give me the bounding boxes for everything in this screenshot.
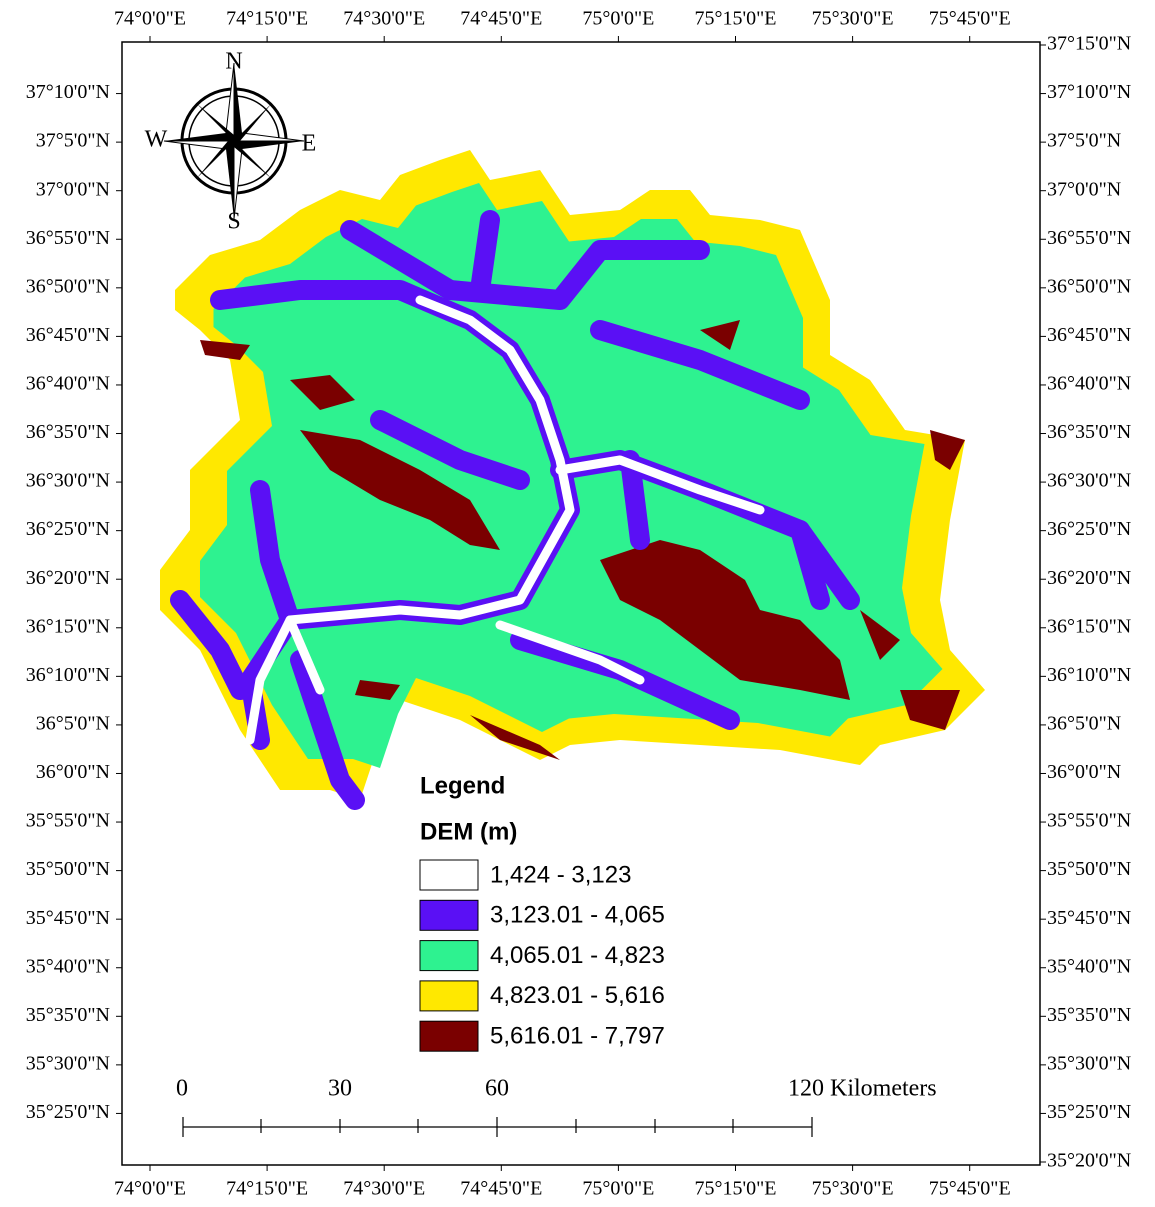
y-tick-label: 37°5'0"N <box>36 130 110 152</box>
y-tick-label: 35°40'0"N <box>26 955 110 977</box>
y-tick-label: 35°45'0"N <box>1047 907 1131 929</box>
legend-swatch <box>420 900 478 930</box>
y-tick-label: 35°50'0"N <box>26 858 110 880</box>
y-tick-label: 36°15'0"N <box>1047 615 1131 637</box>
y-tick-label: 36°30'0"N <box>1047 470 1131 492</box>
legend-swatch <box>420 941 478 971</box>
legend: Legend DEM (m) 1,424 - 3,123 3,123.01 - 4… <box>420 772 665 1051</box>
legend-swatch <box>420 860 478 890</box>
x-tick-label: 75°30'0"E <box>812 1178 894 1200</box>
x-tick-label: 74°15'0"E <box>226 8 308 30</box>
y-tick-label: 36°10'0"N <box>26 664 110 686</box>
y-tick-label: 35°55'0"N <box>1047 810 1131 832</box>
y-tick-label: 35°25'0"N <box>1047 1101 1131 1123</box>
north-arrow: N S E W <box>145 49 317 235</box>
y-tick-label: 36°15'0"N <box>26 615 110 637</box>
legend-label: 4,065.01 - 4,823 <box>490 942 665 969</box>
y-tick-label: 37°10'0"N <box>26 81 110 103</box>
y-tick-label: 37°10'0"N <box>1047 81 1131 103</box>
compass-label: E <box>302 131 317 157</box>
compass-label: N <box>225 49 242 75</box>
x-tick-label: 74°0'0"E <box>114 8 186 30</box>
y-tick-label: 35°40'0"N <box>1047 955 1131 977</box>
y-tick-label: 36°35'0"N <box>26 421 110 443</box>
y-tick-label: 35°50'0"N <box>1047 858 1131 880</box>
map-figure: 74°0'0"E 74°0'0"E 74°15'0"E 74°15'0"E 74°30'… <box>0 0 1155 1207</box>
y-tick-label: 37°5'0"N <box>1047 130 1121 152</box>
y-tick-label: 36°0'0"N <box>1047 761 1121 783</box>
x-tick-label: 74°15'0"E <box>226 1178 308 1200</box>
y-tick-label: 36°25'0"N <box>1047 518 1131 540</box>
legend-swatch <box>420 981 478 1011</box>
y-tick-label: 36°35'0"N <box>1047 421 1131 443</box>
x-tick-label: 75°0'0"E <box>582 1178 654 1200</box>
scale-label: 60 <box>485 1076 509 1102</box>
legend-label: 5,616.01 - 7,797 <box>490 1023 665 1050</box>
y-tick-label: 35°25'0"N <box>26 1101 110 1123</box>
compass-label: S <box>227 209 240 235</box>
x-tick-label: 74°45'0"E <box>460 8 542 30</box>
x-tick-label: 74°30'0"E <box>343 1178 425 1200</box>
y-tick-label: 36°30'0"N <box>26 470 110 492</box>
legend-title: Legend <box>420 772 505 799</box>
y-tick-label: 36°55'0"N <box>1047 227 1131 249</box>
x-tick-label: 74°30'0"E <box>343 8 425 30</box>
y-tick-label: 36°10'0"N <box>1047 664 1131 686</box>
y-tick-label: 36°50'0"N <box>26 275 110 297</box>
x-tick-label: 75°15'0"E <box>695 1178 777 1200</box>
scale-label: 0 <box>176 1076 188 1102</box>
y-tick-label: 35°30'0"N <box>1047 1052 1131 1074</box>
legend-swatch <box>420 1021 478 1051</box>
y-tick-label: 36°25'0"N <box>26 518 110 540</box>
y-tick-label: 36°5'0"N <box>1047 713 1121 735</box>
y-tick-label: 36°20'0"N <box>26 567 110 589</box>
y-tick-label: 35°55'0"N <box>26 810 110 832</box>
legend-label: 3,123.01 - 4,065 <box>490 902 665 929</box>
y-tick-label: 36°5'0"N <box>36 713 110 735</box>
x-tick-label: 75°0'0"E <box>582 8 654 30</box>
y-tick-label: 37°0'0"N <box>36 178 110 200</box>
y-tick-label: 36°0'0"N <box>36 761 110 783</box>
scale-label: 30 <box>328 1076 352 1102</box>
y-tick-label: 37°15'0"N <box>1047 33 1131 55</box>
compass-label: W <box>145 127 168 153</box>
x-tick-label: 75°45'0"E <box>929 1178 1011 1200</box>
legend-label: 4,823.01 - 5,616 <box>490 982 665 1009</box>
y-tick-label: 35°35'0"N <box>1047 1004 1131 1026</box>
y-tick-label: 36°40'0"N <box>26 373 110 395</box>
y-tick-label: 35°20'0"N <box>1047 1150 1131 1172</box>
dem-map <box>160 150 985 800</box>
x-tick-label: 75°45'0"E <box>929 8 1011 30</box>
x-tick-label: 74°0'0"E <box>114 1178 186 1200</box>
x-tick-label: 74°45'0"E <box>460 1178 542 1200</box>
x-tick-label: 75°15'0"E <box>695 8 777 30</box>
legend-subtitle: DEM (m) <box>420 818 517 845</box>
y-tick-label: 36°40'0"N <box>1047 373 1131 395</box>
y-tick-label: 36°55'0"N <box>26 227 110 249</box>
y-tick-label: 36°50'0"N <box>1047 275 1131 297</box>
y-tick-label: 35°45'0"N <box>26 907 110 929</box>
y-tick-label: 35°30'0"N <box>26 1052 110 1074</box>
scale-label: 120 Kilometers <box>788 1076 937 1102</box>
y-tick-label: 37°0'0"N <box>1047 178 1121 200</box>
y-tick-label: 36°45'0"N <box>1047 324 1131 346</box>
y-tick-label: 36°20'0"N <box>1047 567 1131 589</box>
y-tick-label: 35°35'0"N <box>26 1004 110 1026</box>
legend-label: 1,424 - 3,123 <box>490 861 631 888</box>
y-tick-label: 36°45'0"N <box>26 324 110 346</box>
scale-bar: 0 30 60 120 Kilometers <box>176 1076 937 1138</box>
x-tick-label: 75°30'0"E <box>812 8 894 30</box>
